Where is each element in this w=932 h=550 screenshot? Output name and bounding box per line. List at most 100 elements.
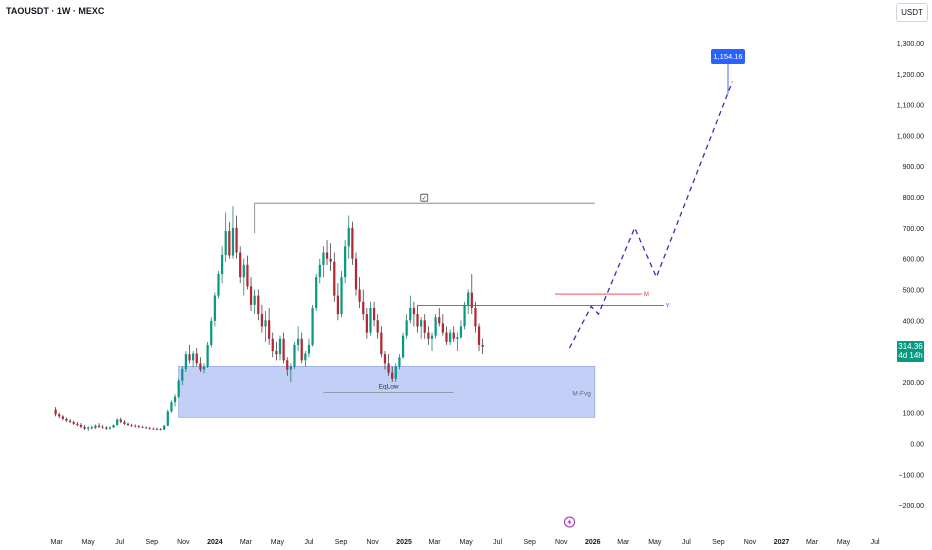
y-tick-label: 100.00 (903, 411, 925, 418)
y-tick-label: 1,300.00 (897, 41, 924, 48)
x-tick-label: May (460, 539, 474, 546)
x-tick-label: Mar (806, 539, 819, 546)
candle-up (166, 411, 169, 426)
candle-down (423, 320, 426, 333)
y-tick-label: 800.00 (903, 195, 925, 202)
candle-up (177, 380, 180, 397)
candle-down (376, 320, 379, 333)
candle-up (304, 353, 307, 361)
candle-down (188, 354, 191, 361)
candle-up (467, 292, 470, 305)
candle-up (322, 252, 325, 265)
candle-down (282, 338, 285, 361)
candle-down (54, 409, 57, 415)
candle-up (112, 425, 115, 428)
demand-zone-box (178, 366, 596, 418)
candle-up (94, 425, 97, 429)
candle-down (412, 307, 416, 315)
x-tick-label: Nov (177, 539, 190, 546)
candle-down (257, 295, 260, 315)
x-tick-label: May (837, 539, 851, 546)
candle-down (391, 372, 394, 379)
level-y-label: Y (666, 303, 670, 309)
candle-up (108, 427, 112, 429)
candle-down (195, 353, 198, 364)
x-tick-label: Jul (493, 539, 502, 546)
candle-down (427, 332, 430, 339)
candle-down (474, 307, 477, 327)
candle-down (144, 427, 148, 429)
candle-down (68, 420, 72, 422)
x-tick-label: Sep (523, 539, 536, 546)
candle-up (293, 344, 296, 367)
candle-up (181, 368, 184, 381)
x-tick-label: 2027 (774, 539, 790, 546)
candle-down (76, 423, 79, 426)
candle-up (448, 332, 452, 342)
candle-up (344, 246, 347, 278)
x-tick-label: Sep (712, 539, 725, 546)
y-tick-label: 900.00 (903, 164, 925, 171)
candle-up (401, 335, 405, 358)
candle-down (452, 332, 455, 339)
candle-up (231, 227, 235, 256)
candle-down (61, 416, 64, 419)
candle-up (398, 357, 401, 367)
candle-down (275, 351, 278, 355)
checkmark-glyph: ✓ (422, 196, 427, 202)
time-axis[interactable]: Mar May Jul Sep Nov 2024 Mar May Jul Sep Nov 2025 Ma… (51, 539, 880, 546)
candle-up (405, 320, 408, 336)
candle-down (235, 227, 238, 253)
candle-down (416, 314, 419, 327)
y-tick-label: 1,100.00 (897, 103, 924, 110)
candle-up (184, 354, 188, 369)
candle-down (354, 258, 358, 290)
candle-down (477, 326, 481, 345)
candle-down (65, 418, 68, 421)
checkmark-icon (420, 193, 429, 202)
candle-up (242, 264, 245, 278)
candle-down (119, 419, 122, 422)
demand-zone-label: M-Fvg (572, 390, 591, 397)
last-price-tag: 314.36 4d 14h (897, 341, 924, 362)
candle-down (90, 427, 93, 429)
candlesticks-layer (54, 206, 484, 432)
annotation-zones-layer: M-Fvg ✓ (178, 193, 596, 418)
candle-down (372, 307, 376, 321)
candle-up (456, 337, 459, 339)
candle-down (268, 320, 271, 339)
candle-down (83, 426, 86, 429)
candle-up (163, 425, 166, 430)
y-tick-label: 700.00 (903, 226, 925, 233)
x-tick-label: 2024 (207, 539, 223, 546)
x-tick-label: Mar (240, 539, 253, 546)
candle-up (210, 320, 213, 345)
currency-button[interactable]: USDT (896, 3, 928, 22)
candle-up (315, 277, 318, 308)
candle-up (289, 366, 292, 370)
candle-up (170, 402, 173, 412)
candle-down (260, 314, 264, 327)
x-tick-label: Sep (335, 539, 348, 546)
candle-down (329, 258, 332, 262)
y-tick-label: 1,000.00 (897, 133, 924, 140)
candle-down (101, 426, 104, 428)
candle-up (116, 419, 119, 426)
candle-down (155, 429, 159, 430)
candle-up (173, 396, 177, 403)
candle-down (199, 363, 202, 370)
candle-up (409, 307, 412, 321)
y-tick-label: 200.00 (903, 380, 925, 387)
candle-up (394, 366, 397, 379)
price-axis[interactable]: −200.00−100.000.00100.00200.00300.00400.… (897, 41, 924, 510)
candle-up (217, 274, 220, 296)
candle-down (152, 428, 155, 430)
eqlow-label: EqLow (379, 384, 399, 391)
x-tick-label: May (271, 539, 285, 546)
x-tick-label: Nov (555, 539, 568, 546)
candle-up (87, 427, 90, 429)
candle-up (311, 307, 314, 345)
y-tick-label: 400.00 (903, 318, 925, 325)
target-price-label: 1,154.16 (711, 49, 745, 64)
